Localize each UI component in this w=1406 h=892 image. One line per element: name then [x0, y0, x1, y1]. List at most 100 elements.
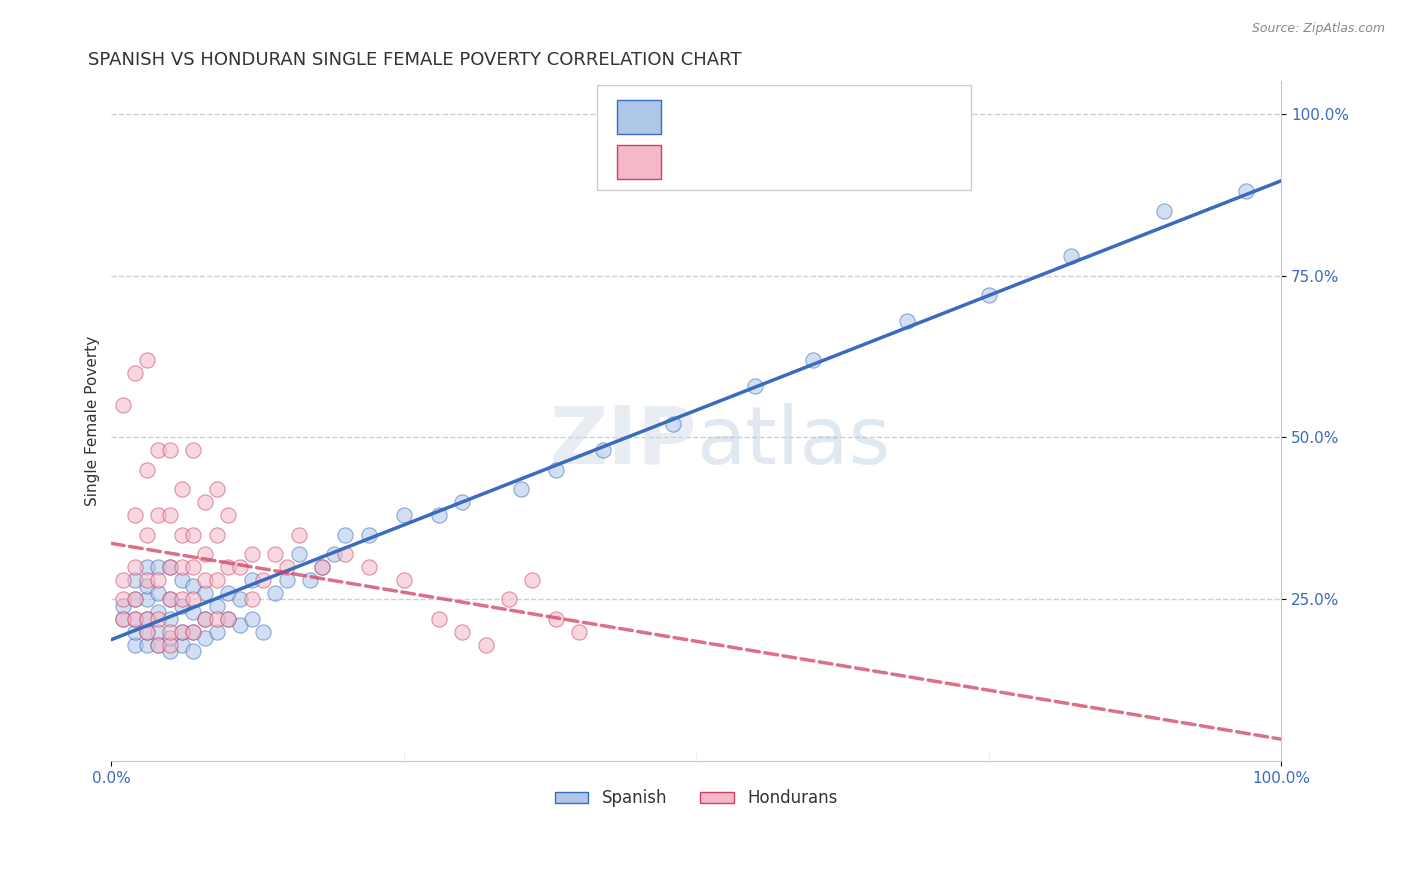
Point: [311, 560, 333, 574]
Point: [217, 612, 239, 626]
Point: [135, 579, 157, 593]
Point: [181, 560, 204, 574]
Point: [159, 644, 181, 658]
Point: [181, 592, 204, 607]
Point: [427, 612, 450, 626]
Point: [159, 508, 181, 522]
Point: [170, 599, 193, 613]
Text: N = 65: N = 65: [834, 108, 897, 126]
Point: [181, 579, 204, 593]
Point: [451, 495, 474, 509]
Point: [124, 573, 146, 587]
Point: [205, 612, 228, 626]
Point: [522, 573, 544, 587]
Point: [205, 599, 228, 613]
Text: R = 0.423: R = 0.423: [675, 108, 766, 126]
Point: [124, 592, 146, 607]
Point: [287, 547, 309, 561]
Point: [194, 612, 217, 626]
Point: [170, 638, 193, 652]
Point: [276, 573, 298, 587]
Point: [124, 366, 146, 380]
Point: [299, 573, 322, 587]
Point: [194, 573, 217, 587]
Point: [159, 638, 181, 652]
Point: [135, 527, 157, 541]
Point: [112, 599, 135, 613]
Point: [135, 612, 157, 626]
Point: [124, 638, 146, 652]
Point: [135, 612, 157, 626]
Point: [181, 624, 204, 639]
Point: [544, 463, 567, 477]
FancyBboxPatch shape: [617, 145, 661, 178]
Point: [148, 638, 170, 652]
Point: [194, 612, 217, 626]
Point: [112, 612, 135, 626]
Point: [311, 560, 333, 574]
Point: [509, 482, 531, 496]
Point: [451, 624, 474, 639]
Point: [229, 592, 252, 607]
Point: [498, 592, 520, 607]
Point: [217, 586, 239, 600]
Point: [240, 612, 263, 626]
Point: [135, 560, 157, 574]
Point: [264, 547, 287, 561]
Point: [159, 592, 181, 607]
Point: [148, 624, 170, 639]
Point: [135, 463, 157, 477]
Point: [335, 547, 357, 561]
Point: [148, 560, 170, 574]
Point: [181, 605, 204, 619]
Point: [148, 605, 170, 619]
Point: [148, 612, 170, 626]
Point: [229, 618, 252, 632]
Point: [229, 560, 252, 574]
Point: [1234, 185, 1257, 199]
Point: [181, 443, 204, 458]
Point: [135, 624, 157, 639]
Point: [170, 624, 193, 639]
Point: [194, 547, 217, 561]
Text: Source: ZipAtlas.com: Source: ZipAtlas.com: [1251, 22, 1385, 36]
FancyBboxPatch shape: [617, 100, 661, 134]
Point: [159, 612, 181, 626]
Point: [335, 527, 357, 541]
Point: [159, 624, 181, 639]
FancyBboxPatch shape: [596, 85, 972, 190]
Point: [170, 573, 193, 587]
Point: [240, 547, 263, 561]
Point: [896, 314, 918, 328]
Point: [124, 592, 146, 607]
Point: [322, 547, 344, 561]
Point: [124, 612, 146, 626]
Point: [287, 527, 309, 541]
Point: [148, 586, 170, 600]
Point: [194, 631, 217, 645]
Point: [135, 352, 157, 367]
Point: [181, 527, 204, 541]
Point: [112, 573, 135, 587]
Point: [124, 508, 146, 522]
Point: [148, 638, 170, 652]
Point: [1153, 203, 1175, 218]
Point: [170, 527, 193, 541]
Point: [252, 624, 274, 639]
Point: [240, 573, 263, 587]
Point: [205, 573, 228, 587]
Point: [159, 443, 181, 458]
Text: N = 65: N = 65: [834, 153, 897, 170]
Point: [124, 612, 146, 626]
Point: [194, 495, 217, 509]
Point: [170, 624, 193, 639]
Point: [427, 508, 450, 522]
Point: [170, 592, 193, 607]
Point: [135, 573, 157, 587]
Point: [252, 573, 274, 587]
Point: [159, 592, 181, 607]
Point: [159, 560, 181, 574]
Point: [159, 560, 181, 574]
Point: [135, 638, 157, 652]
Point: [135, 592, 157, 607]
